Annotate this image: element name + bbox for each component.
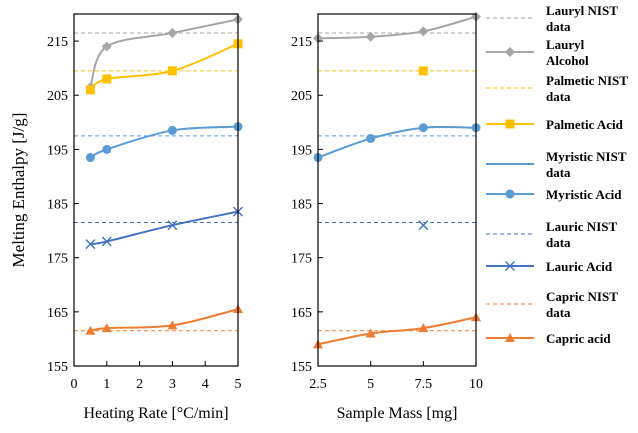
right-point-lauryl-alcohol-2 <box>418 26 429 37</box>
legend-label-capric-nist-data-line-0: Capric NIST <box>546 289 618 304</box>
right-point-myristic-acid-1 <box>366 134 376 144</box>
legend-label-lauric-nist-data-line-1: data <box>546 235 571 250</box>
left-y-tick-label-165: 165 <box>47 306 68 321</box>
legend-label-palmetic-nist-data-line-0: Palmetic NIST <box>546 73 628 88</box>
left-y-tick-label-205: 205 <box>47 89 68 104</box>
legend-marker-myristic-acid <box>505 189 515 199</box>
left-point-myristic-acid-2 <box>167 125 177 135</box>
left-series-line-lauric-acid <box>90 210 239 246</box>
legend-label-lauric-nist-data-line-0: Lauric NIST <box>546 219 617 234</box>
right-y-tick-label-165: 165 <box>291 306 312 321</box>
left-series-line-myristic-acid <box>89 125 239 159</box>
right-point-palmetic-acid-0 <box>418 66 428 76</box>
left-x-axis-label: Heating Rate [°C/min] <box>83 405 228 422</box>
legend-label-capric-acid-line-0: Capric acid <box>546 331 611 346</box>
left-x-tick-label-5: 5 <box>235 377 242 392</box>
legend-label-lauryl-alcohol-line-0: Lauryl <box>546 37 585 52</box>
left-point-capric-acid-1 <box>101 323 112 333</box>
right-y-tick-label-205: 205 <box>291 89 312 104</box>
right-point-capric-acid-1 <box>365 328 376 338</box>
legend-marker-lauric-acid <box>505 261 515 271</box>
left-point-palmetic-acid-1 <box>102 74 112 84</box>
right-x-tick-label-2-5: 2.5 <box>309 377 327 392</box>
legend-label-myristic-acid-line-0: Myristic Acid <box>546 187 622 202</box>
legend-marker-palmetic-acid <box>505 119 515 129</box>
left-point-palmetic-acid-0 <box>85 85 95 95</box>
legend-label-myristic-nist-data-line-1: data <box>546 165 571 180</box>
legend-label-lauric-acid-line-0: Lauric Acid <box>546 259 613 274</box>
left-y-tick-label-185: 185 <box>47 198 68 213</box>
right-point-myristic-acid-2 <box>418 123 428 133</box>
left-x-tick-label-0: 0 <box>71 377 78 392</box>
left-x-tick-label-4: 4 <box>202 377 209 392</box>
left-point-lauric-acid-0-stroke-b <box>85 239 96 250</box>
right-y-tick-label-185: 185 <box>291 198 312 213</box>
legend-marker-lauryl-alcohol <box>505 47 515 57</box>
left-point-capric-acid-0 <box>85 325 96 335</box>
left-y-tick-label-175: 175 <box>47 252 68 267</box>
left-plot-frame <box>73 13 239 367</box>
legend-label-palmetic-nist-data-line-1: data <box>546 89 571 104</box>
left-series-line-capric-acid <box>90 308 239 332</box>
right-x-tick-label-7-5: 7.5 <box>415 377 433 392</box>
legend-marker-capric-acid <box>505 333 515 342</box>
left-point-lauric-acid-0 <box>85 239 96 250</box>
legend-marker-lauric-acid-stroke-b <box>505 261 515 271</box>
right-point-lauric-acid-0-stroke-b <box>418 220 429 231</box>
legend-label-lauryl-nist-data-line-1: data <box>546 19 571 34</box>
left-point-lauryl-alcohol-1 <box>101 41 112 52</box>
right-point-lauryl-alcohol-1 <box>365 31 376 42</box>
right-plot-frame <box>317 13 477 367</box>
right-x-tick-label-10: 10 <box>469 377 483 392</box>
left-series-line-lauryl-alcohol <box>89 18 239 88</box>
right-x-axis-label: Sample Mass [mg] <box>337 405 458 422</box>
legend-label-lauryl-nist-data-line-0: Lauryl NIST <box>546 3 618 18</box>
left-x-tick-label-2: 2 <box>136 377 143 392</box>
left-point-lauric-acid-1 <box>101 236 112 247</box>
legend-label-myristic-nist-data-line-0: Myristic NIST <box>546 149 627 164</box>
right-y-tick-label-175: 175 <box>291 252 312 267</box>
legend-label-lauryl-alcohol-line-1: Alcohol <box>546 53 589 68</box>
right-series-line-myristic-acid <box>317 125 477 159</box>
left-point-lauric-acid-2 <box>167 220 178 231</box>
left-y-tick-label-195: 195 <box>47 143 68 158</box>
left-y-axis-label: Melting Enthalpy [J/g] <box>9 113 28 268</box>
left-point-lauric-acid-2-stroke-b <box>167 220 178 231</box>
left-y-tick-label-155: 155 <box>47 360 68 375</box>
right-x-tick-label-5: 5 <box>367 377 374 392</box>
right-series-line-lauryl-alcohol <box>317 15 477 40</box>
left-point-capric-acid-2 <box>167 320 178 330</box>
right-y-tick-label-215: 215 <box>291 35 312 50</box>
left-point-myristic-acid-1 <box>102 144 112 154</box>
left-point-palmetic-acid-2 <box>167 66 177 76</box>
left-x-tick-label-3: 3 <box>169 377 176 392</box>
left-x-tick-label-1: 1 <box>103 377 110 392</box>
right-point-capric-acid-2 <box>418 323 429 333</box>
legend-label-palmetic-acid-line-0: Palmetic Acid <box>546 117 624 132</box>
left-point-lauryl-alcohol-2 <box>167 27 178 38</box>
left-y-tick-label-215: 215 <box>47 35 68 50</box>
right-series-line-capric-acid <box>317 316 477 346</box>
left-series-line-palmetic-acid <box>89 42 239 91</box>
right-y-tick-label-155: 155 <box>291 360 312 375</box>
left-point-myristic-acid-0 <box>85 153 95 163</box>
right-y-tick-label-195: 195 <box>291 143 312 158</box>
legend-label-capric-nist-data-line-1: data <box>546 305 571 320</box>
left-point-lauric-acid-1-stroke-b <box>101 236 112 247</box>
right-point-lauric-acid-0 <box>418 220 429 231</box>
